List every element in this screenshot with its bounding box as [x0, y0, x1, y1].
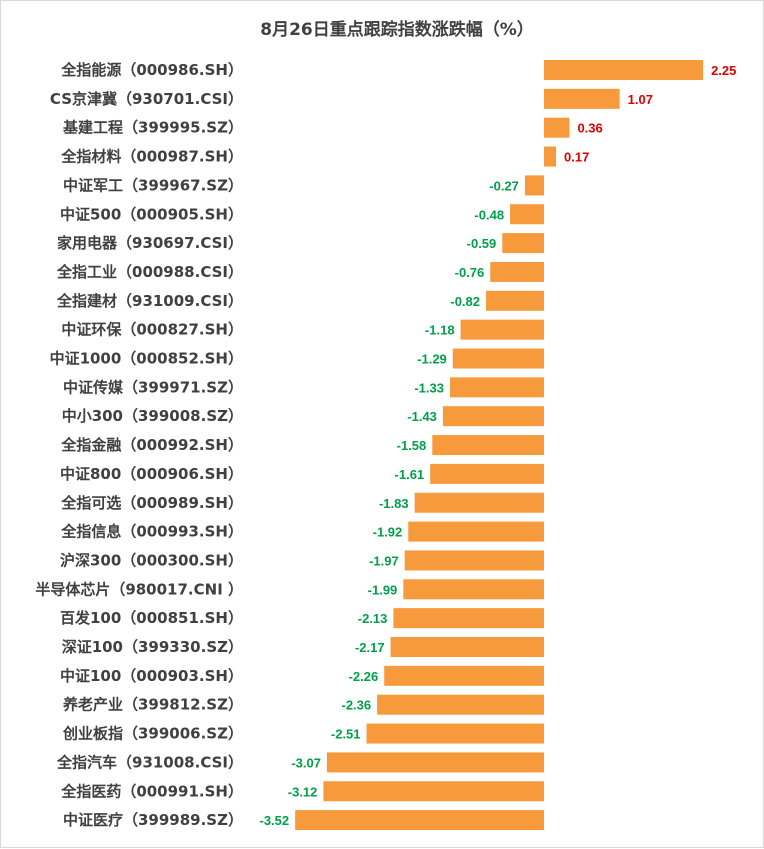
bar — [366, 723, 544, 744]
category-label: CS京津冀（930701.CSI） — [50, 90, 243, 108]
bar — [377, 694, 544, 715]
category-label: 全指能源（000986.SH） — [60, 61, 243, 79]
category-label: 百发100（000851.SH） — [60, 609, 243, 627]
category-label: 中证1000（000852.SH） — [50, 350, 243, 368]
bar — [486, 290, 544, 311]
data-label: -1.97 — [369, 553, 399, 568]
category-label: 全指医药（000991.SH） — [60, 782, 243, 800]
bar — [544, 88, 620, 109]
bar — [490, 261, 544, 282]
data-label: -3.12 — [288, 784, 318, 799]
data-label: -2.36 — [342, 698, 372, 713]
bar — [432, 435, 544, 456]
bar — [295, 810, 544, 831]
data-label: -0.59 — [467, 236, 497, 251]
data-label: -2.26 — [349, 669, 379, 684]
category-label: 家用电器（930697.CSI） — [57, 234, 243, 252]
bar — [544, 146, 557, 167]
data-label: -1.92 — [373, 525, 403, 540]
chart-title: 8月26日重点跟踪指数涨跌幅（%） — [260, 19, 534, 40]
bar — [414, 492, 544, 513]
bar — [404, 550, 544, 571]
bar — [524, 175, 544, 196]
data-label: -1.18 — [425, 323, 455, 338]
bar — [323, 781, 544, 802]
data-label: -1.58 — [397, 438, 427, 453]
category-label: 全指工业（000988.CSI） — [56, 263, 243, 281]
data-label: -0.82 — [450, 294, 480, 309]
category-label: 创业板指（399006.SZ） — [62, 725, 243, 743]
category-label: 中证100（000903.SH） — [60, 667, 243, 685]
data-label: -0.27 — [489, 178, 519, 193]
data-label: -2.51 — [331, 727, 361, 742]
data-label: 2.25 — [711, 63, 736, 78]
bar — [403, 579, 544, 600]
bar — [408, 521, 544, 542]
category-label: 全指汽车（931008.CSI） — [56, 753, 243, 771]
bar — [390, 637, 544, 657]
bar — [449, 377, 544, 398]
category-label: 深证100（399330.SZ） — [62, 638, 243, 656]
category-label: 全指材料（000987.SH） — [60, 148, 243, 166]
bar — [442, 406, 544, 427]
category-label: 中小300（399008.SZ） — [62, 407, 243, 425]
bar — [544, 60, 704, 80]
data-label: -3.07 — [291, 755, 321, 770]
bar — [460, 319, 544, 340]
data-label: -0.76 — [455, 265, 485, 280]
category-label: 中证军工（399967.SZ） — [63, 176, 243, 194]
bar — [510, 204, 544, 225]
data-label: -1.43 — [407, 409, 437, 424]
bar — [544, 117, 570, 138]
category-label: 中证800（000906.SH） — [60, 465, 243, 483]
bar — [384, 665, 544, 686]
category-label: 养老产业（399812.SZ） — [62, 696, 243, 714]
data-label: 0.17 — [564, 150, 589, 165]
data-label: -3.52 — [259, 813, 289, 828]
bar — [393, 608, 544, 629]
category-label: 中证500（000905.SH） — [60, 205, 243, 223]
category-label: 全指建材（931009.CSI） — [56, 292, 243, 310]
data-label: 1.07 — [628, 92, 653, 107]
data-label: -0.48 — [474, 207, 504, 222]
data-label: 0.36 — [577, 121, 602, 136]
data-label: -1.29 — [417, 352, 447, 367]
category-label: 沪深300（000300.SH） — [60, 551, 243, 569]
category-label: 全指信息（000993.SH） — [60, 523, 243, 541]
category-label: 基建工程（399995.SZ） — [62, 119, 243, 137]
bar — [452, 348, 544, 369]
category-label: 中证环保（000827.SH） — [61, 321, 243, 339]
category-label: 全指可选（000989.SH） — [60, 494, 243, 512]
data-label: -2.13 — [358, 611, 388, 626]
category-label: 中证医疗（399989.SZ） — [63, 811, 243, 829]
bar — [326, 752, 544, 773]
data-label: -1.99 — [368, 582, 398, 597]
category-label: 半导体芯片（980017.CNI ） — [35, 580, 243, 598]
category-label: 中证传媒（399971.SZ） — [63, 378, 243, 396]
bar — [502, 233, 544, 254]
data-label: -1.33 — [414, 380, 444, 395]
bar — [430, 463, 544, 484]
data-label: -1.61 — [395, 467, 425, 482]
data-label: -2.17 — [355, 640, 385, 655]
data-label: -1.83 — [379, 496, 409, 511]
category-label: 全指金融（000992.SH） — [60, 436, 243, 454]
